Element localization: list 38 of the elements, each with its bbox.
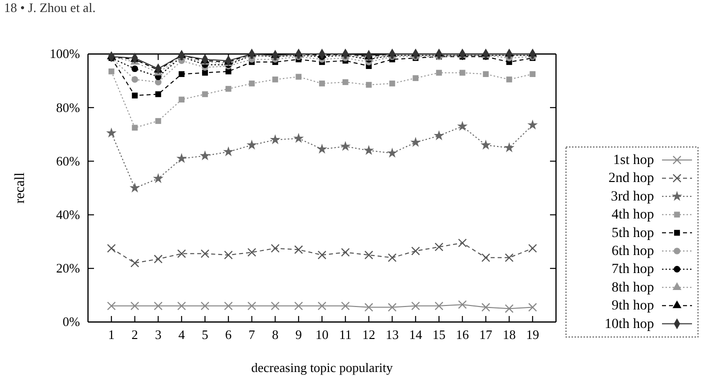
x-tick-label: 18 [502,327,516,342]
x-tick-label: 2 [132,327,138,342]
x-tick-label: 10 [316,327,328,342]
x-tick-label: 7 [248,327,256,342]
x-tick-label: 17 [479,327,493,342]
x-tick-label: 5 [202,327,208,342]
x-tick-label: 3 [154,327,162,342]
legend-label: 3rd hop [610,189,654,204]
x-tick-label: 13 [386,327,399,342]
x-tick-label: 12 [362,327,376,342]
legend-label: 7th hop [612,262,654,278]
x-tick-label: 4 [178,327,186,342]
x-tick-label: 11 [339,327,352,342]
x-tick-label: 14 [409,327,423,342]
x-tick-label: 9 [295,327,302,342]
legend-label: 2nd hop [608,171,654,186]
legend-label: 6th hop [612,244,654,259]
legend-label: 1st hop [613,153,654,168]
y-tick-label: 20% [56,260,80,276]
x-tick-label: 16 [456,327,470,342]
text: 18 • J. Zhou et al. [4,0,96,15]
x-axis-title: decreasing topic popularity [251,360,394,375]
legend-label: 10th hop [604,316,654,332]
x-tick-label: 15 [432,327,446,342]
x-tick-label: 1 [108,327,115,342]
x-tick-label: 19 [526,327,540,342]
y-tick-label: 0% [62,314,80,330]
y-tick-label: 60% [56,153,80,168]
legend-label: 8th hop [612,280,654,296]
y-axis-title: recall [13,172,28,204]
y-tick-label: 100% [50,46,80,62]
x-tick-label: 8 [272,327,278,342]
legend-label: 4th hop [612,208,654,223]
y-tick-label: 40% [56,206,80,222]
legend-label: 5th hop [612,226,654,241]
y-tick-label: 80% [56,100,80,115]
legend-label: 9th hop [612,298,654,314]
x-tick-label: 6 [225,327,232,342]
